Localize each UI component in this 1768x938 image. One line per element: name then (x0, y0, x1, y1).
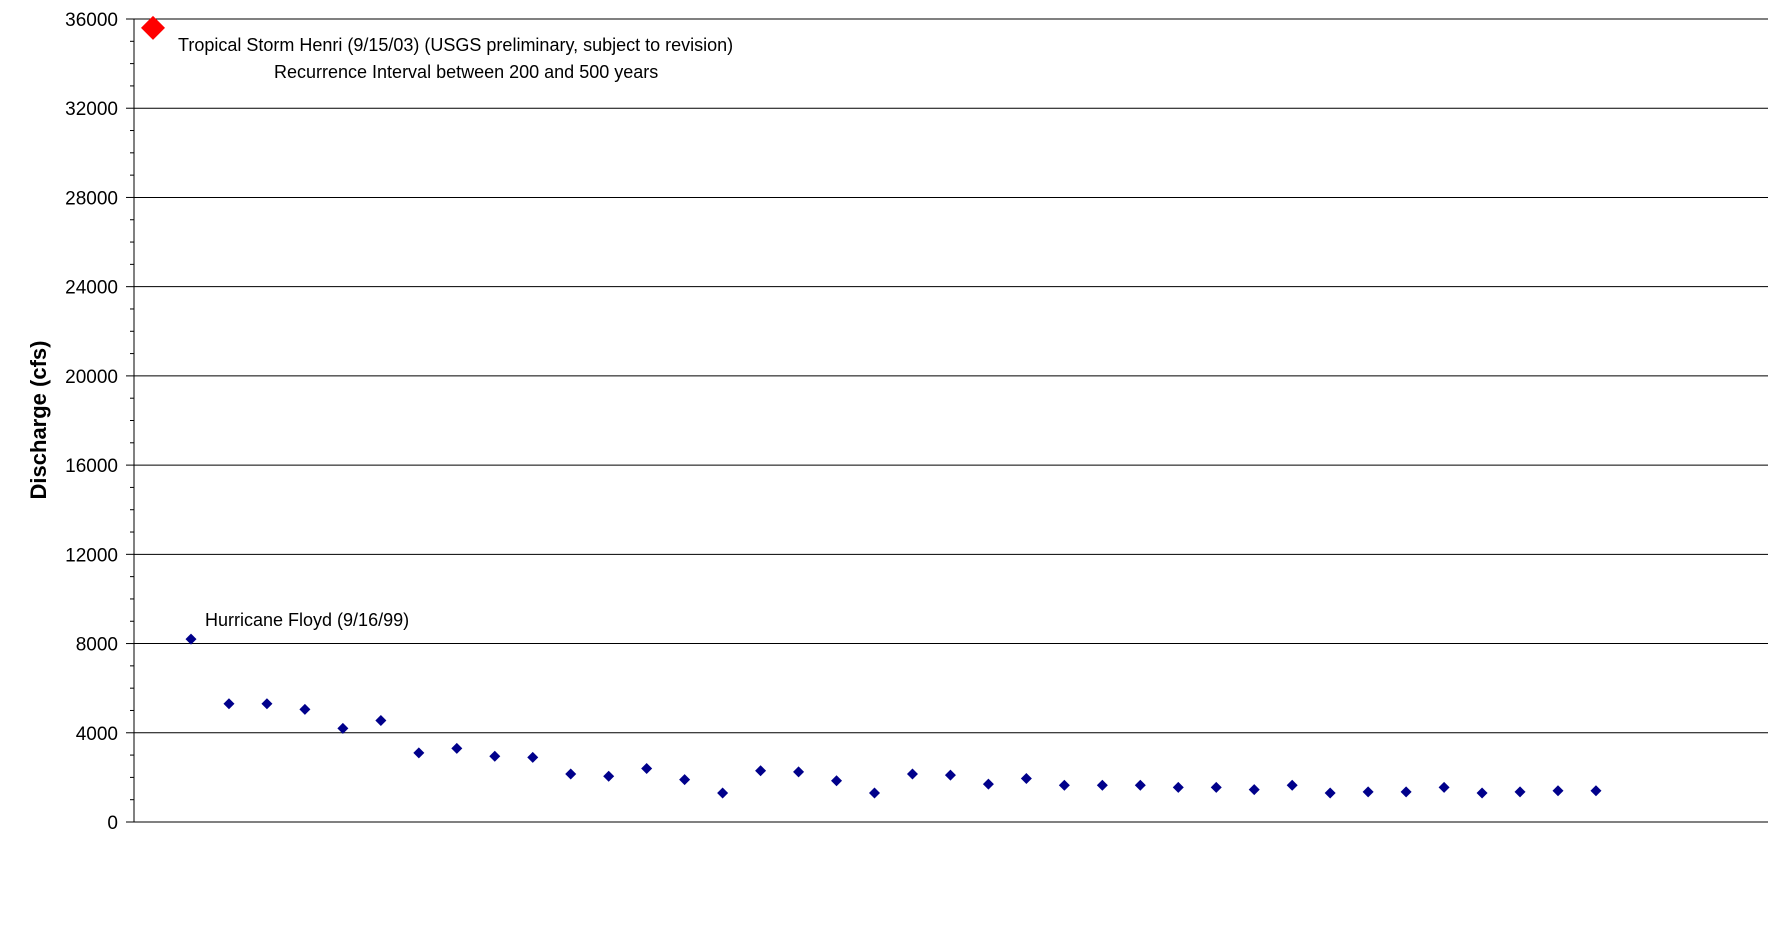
annotation-floyd: Hurricane Floyd (9/16/99) (205, 610, 409, 630)
data-point (451, 742, 463, 754)
annotation-recurrence: Recurrence Interval between 200 and 500 … (274, 62, 658, 82)
data-point (1400, 786, 1412, 798)
data-point (679, 774, 691, 786)
data-point (906, 768, 918, 780)
y-tick-label: 0 (107, 813, 118, 834)
data-point (755, 765, 767, 777)
data-point (603, 770, 615, 782)
y-tick-label: 12000 (65, 545, 118, 566)
data-point (982, 778, 994, 790)
data-point (641, 762, 653, 774)
data-point (1058, 779, 1070, 791)
data-point (1210, 781, 1222, 793)
axes (126, 18, 1768, 823)
data-point (185, 633, 197, 645)
data-point (869, 787, 880, 799)
data-point (1590, 785, 1602, 797)
data-point (1438, 781, 1450, 793)
data-points (141, 15, 1602, 799)
y-tick-label: 32000 (65, 99, 118, 120)
data-point (1286, 779, 1298, 791)
data-point (375, 715, 387, 727)
data-point (1134, 779, 1146, 791)
data-point (261, 698, 273, 710)
data-point (527, 751, 539, 763)
y-tick-label: 4000 (76, 724, 118, 745)
data-point (1552, 785, 1564, 797)
data-point (1248, 784, 1260, 796)
annotation-henri: Tropical Storm Henri (9/15/03) (USGS pre… (178, 35, 733, 55)
data-point (1020, 773, 1032, 785)
y-tick-label: 20000 (65, 367, 118, 388)
data-point (1324, 787, 1336, 799)
y-tick-label: 16000 (65, 456, 118, 477)
data-point (489, 750, 501, 762)
data-point (413, 747, 425, 759)
data-point (1476, 787, 1488, 799)
y-tick-labels: 0 4000 8000 12000 16000 20000 24000 28000 32000 3… (65, 10, 118, 834)
data-point (337, 722, 349, 734)
data-point (717, 787, 729, 799)
data-point (1172, 781, 1184, 793)
y-tick-label: 28000 (65, 188, 118, 209)
data-point (299, 703, 311, 715)
y-tick-label: 36000 (65, 10, 118, 31)
y-tick-label: 8000 (76, 635, 118, 656)
gridlines (134, 18, 1768, 734)
data-point (565, 768, 577, 780)
y-tick-label: 24000 (65, 278, 118, 299)
data-point (831, 775, 843, 787)
data-point (1362, 786, 1374, 798)
data-point (1096, 779, 1108, 791)
y-axis-label: Discharge (cfs) (26, 341, 51, 500)
data-point-henri (141, 15, 165, 40)
data-point (793, 766, 805, 778)
data-point (223, 698, 235, 710)
data-point (944, 769, 956, 781)
data-point (1514, 786, 1526, 798)
